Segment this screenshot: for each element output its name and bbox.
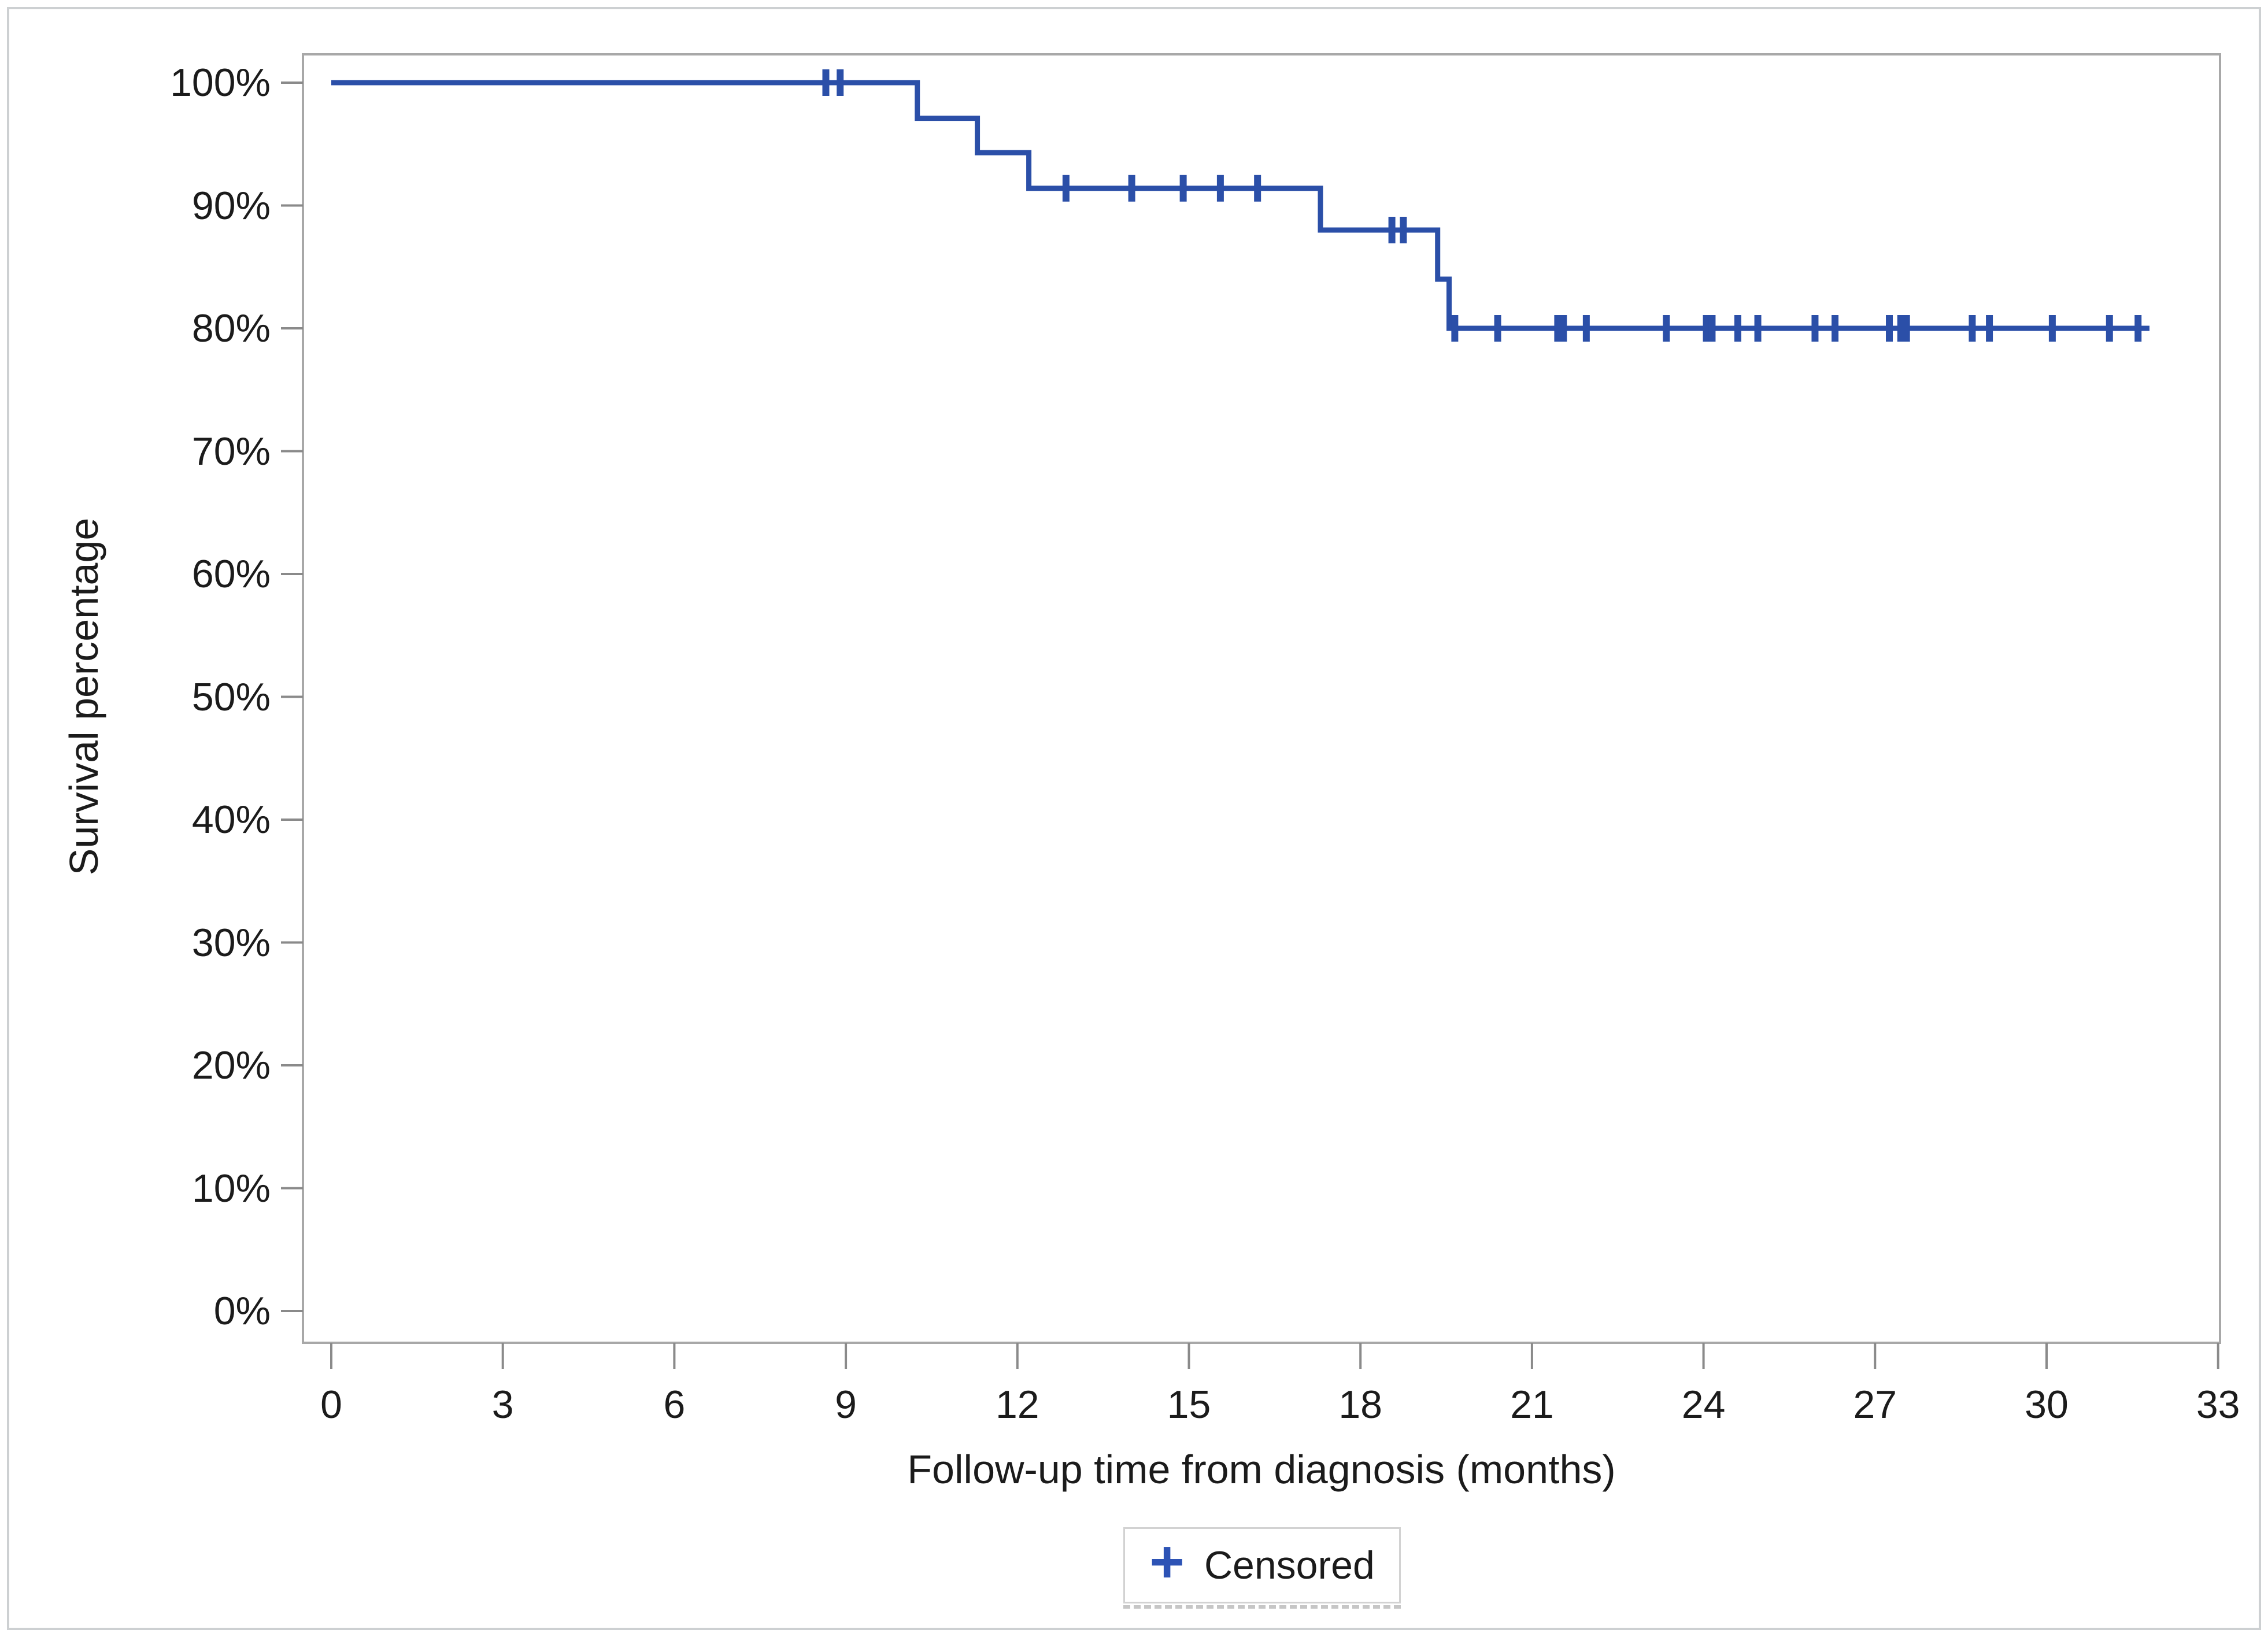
y-tick-label: 30% (191, 920, 271, 965)
y-tick-label: 80% (191, 306, 271, 350)
x-tick-label: 30 (2025, 1383, 2069, 1427)
x-tick-label: 0 (320, 1383, 342, 1427)
plot-area (302, 53, 2221, 1344)
y-tick-label: 20% (191, 1043, 271, 1087)
y-tick-label: 70% (191, 429, 271, 473)
x-tick-label: 15 (1167, 1383, 1211, 1427)
x-tick-label: 12 (995, 1383, 1039, 1427)
x-tick-label: 24 (1681, 1383, 1726, 1427)
x-tick-label: 21 (1510, 1383, 1554, 1427)
x-tick-label: 9 (835, 1383, 857, 1427)
y-tick-label: 40% (191, 798, 271, 842)
y-axis-title: Survival percentage (61, 517, 106, 876)
survival-step-line (331, 80, 2150, 331)
legend-censored-label: Censored (1204, 1543, 1375, 1587)
censored-marker-icon: + (1149, 1528, 1185, 1595)
x-tick-label: 3 (491, 1383, 514, 1427)
x-tick-label: 33 (2196, 1383, 2240, 1427)
x-tick-label: 6 (663, 1383, 686, 1427)
legend-box: + Censored (1123, 1527, 1401, 1609)
legend-dashed-underline (1123, 1605, 1401, 1609)
y-tick-label: 60% (191, 552, 271, 596)
y-tick-label: 100% (170, 61, 271, 105)
x-tick-label: 18 (1338, 1383, 1382, 1427)
y-tick-label: 10% (191, 1166, 271, 1210)
x-tick-label: 27 (1853, 1383, 1897, 1427)
y-tick-label: 0% (213, 1289, 271, 1333)
x-axis-title: Follow-up time from diagnosis (months) (907, 1447, 1616, 1492)
y-tick-label: 50% (191, 675, 271, 719)
y-tick-label: 90% (191, 183, 271, 228)
